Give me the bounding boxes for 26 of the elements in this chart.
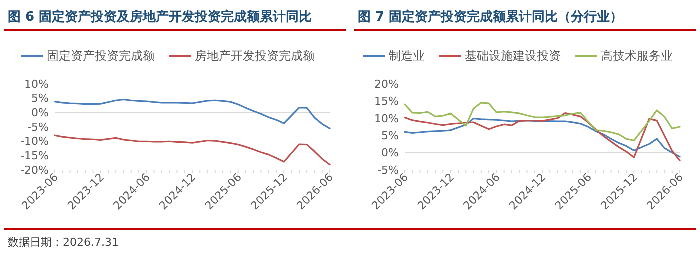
line-series [54, 98, 331, 130]
text: 数据日期：2026.7.31 [8, 236, 119, 249]
line-series [404, 118, 681, 158]
y-tick-label: 0% [32, 106, 49, 120]
chart-title: 图 7 固定资产投资完成额累计同比（分行业） [358, 9, 624, 25]
y-tick-label: 10% [24, 78, 49, 91]
y-tick-label: 15% [374, 95, 399, 108]
y-tick-label: -10% [20, 135, 49, 148]
line-series [54, 134, 331, 166]
y-tick-label: 10% [374, 112, 399, 126]
legend-label: 房地产开发投资完成额 [195, 49, 315, 63]
y-tick-label: -5% [28, 120, 49, 134]
legend-label: 高技术服务业 [601, 49, 673, 63]
line-series [404, 112, 681, 162]
chart-title: 图 6 固定资产投资及房地产开发投资完成额累计同比 [8, 9, 312, 25]
y-tick-label: -20% [20, 164, 49, 177]
y-tick-label: -15% [20, 150, 49, 163]
y-tick-label: 20% [374, 78, 399, 91]
legend-label: 固定资产投资完成额 [47, 49, 155, 63]
y-tick-label: -5% [378, 164, 399, 177]
legend-label: 制造业 [389, 49, 425, 63]
legend-label: 基础设施建设投资 [465, 49, 561, 63]
y-tick-label: 5% [382, 129, 399, 142]
y-tick-label: 5% [32, 92, 49, 106]
y-tick-label: 0% [382, 146, 399, 160]
line-series [404, 102, 681, 142]
